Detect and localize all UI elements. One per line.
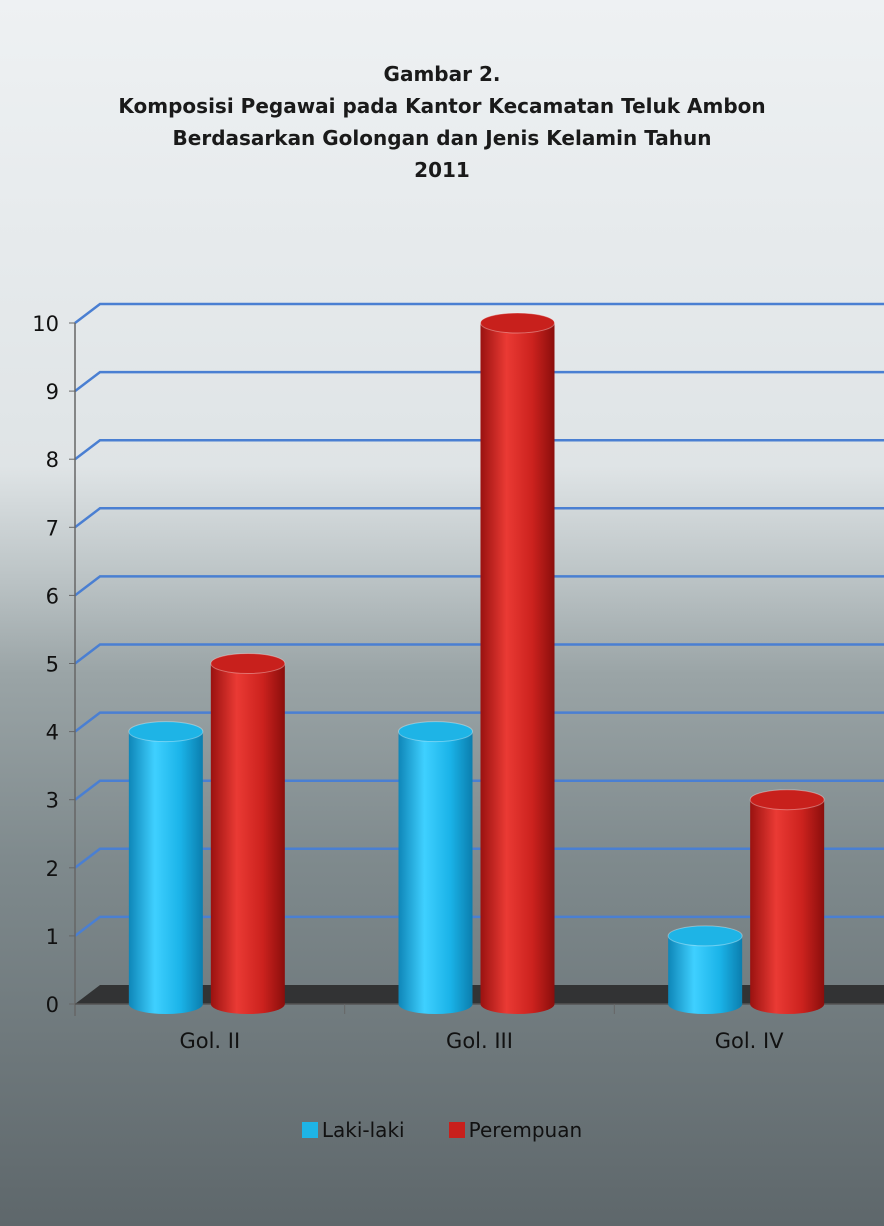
bar-perempuan-2	[749, 789, 825, 1014]
y-tick-label: 4	[46, 721, 59, 745]
legend-item-perempuan: Perempuan	[448, 1118, 583, 1142]
bar-base	[210, 994, 285, 1014]
axes: 0 1 2 3 4 5 6 7 8 9 10 Gol. II Gol. III Gol. IV	[32, 312, 884, 1053]
legend-item-laki: Laki-laki	[301, 1118, 405, 1142]
bar-body	[750, 799, 825, 1004]
chart-title: Gambar 2. Komposisi Pegawai pada Kantor …	[0, 58, 884, 186]
bar-body	[128, 731, 203, 1004]
legend-label-perempuan: Perempuan	[468, 1118, 583, 1142]
legend-label-laki: Laki-laki	[321, 1118, 405, 1142]
bar-body	[398, 731, 473, 1004]
title-line-4: 2011	[414, 158, 470, 182]
bar-laki-laki-0	[128, 721, 204, 1014]
y-tick-label: 9	[46, 380, 59, 404]
bar-laki-laki-1	[398, 721, 473, 1014]
bar-laki-laki-2	[667, 925, 743, 1014]
bar-body	[480, 323, 555, 1004]
y-tick-label: 2	[46, 857, 59, 881]
legend-swatch-perempuan	[448, 1122, 465, 1138]
y-tick-label: 5	[46, 653, 59, 677]
gridline	[74, 643, 884, 665]
x-tick-label: Gol. II	[179, 1029, 240, 1053]
legend: Laki-laki Perempuan	[0, 1118, 884, 1142]
gridline	[74, 438, 884, 461]
bars	[128, 312, 825, 1014]
bar-perempuan-1	[480, 312, 555, 1014]
gridline	[74, 575, 884, 597]
bar-cap	[398, 721, 473, 743]
bar-body	[210, 663, 285, 1004]
gridline	[74, 507, 884, 529]
bar-perempuan-0	[210, 653, 286, 1014]
bar-base	[480, 994, 555, 1014]
title-line-1: Gambar 2.	[383, 62, 501, 86]
gridline	[74, 847, 884, 869]
y-tick-label: 1	[46, 925, 59, 949]
bar-cap	[128, 721, 204, 743]
gridline	[74, 915, 884, 937]
y-tick-label: 8	[46, 448, 59, 472]
x-tick-label: Gol. III	[446, 1029, 513, 1053]
bar-body	[668, 935, 743, 1004]
bar-cap	[480, 312, 555, 334]
x-tick-label: Gol. IV	[715, 1029, 784, 1053]
bar-base	[128, 994, 203, 1014]
gridline	[74, 370, 884, 393]
title-line-2: Komposisi Pegawai pada Kantor Kecamatan …	[118, 94, 766, 118]
title-line-3: Berdasarkan Golongan dan Jenis Kelamin T…	[172, 126, 712, 150]
bar-base	[668, 994, 743, 1014]
gridline	[74, 302, 884, 324]
bar-base	[398, 994, 473, 1014]
y-tick-label: 3	[46, 789, 59, 813]
y-tick-label: 7	[46, 516, 59, 540]
bar-cap	[210, 653, 286, 674]
bar-base	[750, 994, 825, 1014]
legend-swatch-laki	[301, 1122, 318, 1138]
gridline	[74, 779, 884, 801]
bar-cap	[667, 925, 743, 947]
gridline	[74, 711, 884, 733]
y-tick-label: 0	[46, 993, 59, 1017]
y-tick-label: 10	[32, 312, 59, 336]
bar-cap	[749, 789, 825, 811]
gridlines	[74, 302, 884, 937]
y-tick-label: 6	[46, 584, 59, 608]
